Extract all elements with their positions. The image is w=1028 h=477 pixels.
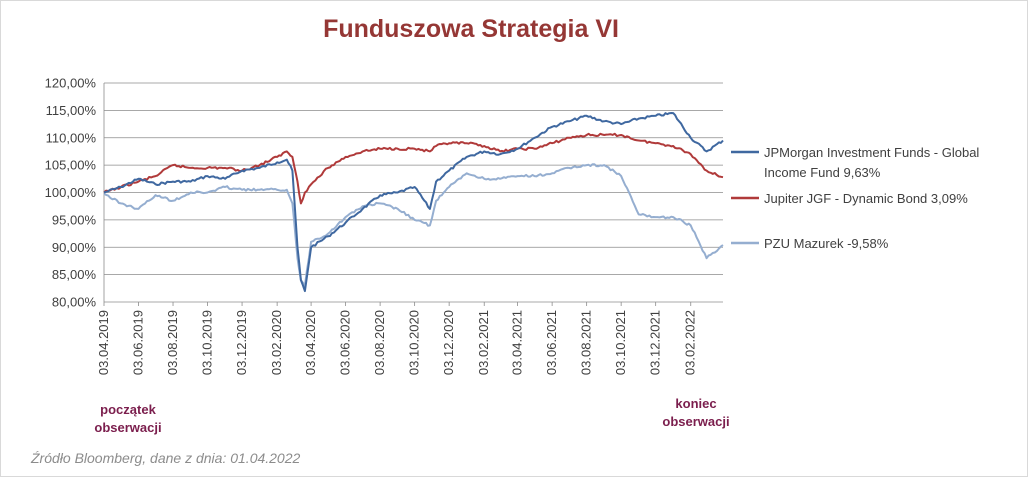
legend-label-pzu: PZU Mazurek -9,58% xyxy=(764,236,889,251)
x-tick-label: 03.04.2019 xyxy=(96,310,111,375)
x-tick-label: 03.08.2020 xyxy=(372,310,387,375)
x-tick-label: 03.12.2021 xyxy=(648,310,663,375)
legend-label-jupiter: Jupiter JGF - Dynamic Bond 3,09% xyxy=(764,191,968,206)
y-tick-label: 115,00% xyxy=(46,103,97,118)
legend-label-jpm-line1: JPMorgan Investment Funds - Global xyxy=(764,145,979,160)
start-annotation: początek obserwacji xyxy=(73,401,183,437)
x-tick-label: 03.04.2021 xyxy=(510,310,525,375)
chart-title: Funduszowa Strategia VI xyxy=(323,15,619,43)
x-tick-label: 03.06.2021 xyxy=(544,310,559,375)
x-tick-label: 03.02.2022 xyxy=(683,310,698,375)
x-tick-label: 03.06.2020 xyxy=(338,310,353,375)
x-tick-label: 03.10.2021 xyxy=(613,310,628,375)
source-note: Źródło Bloomberg, dane z dnia: 01.04.202… xyxy=(31,450,301,466)
x-tick-label: 03.06.2019 xyxy=(131,310,146,375)
y-tick-label: 120,00% xyxy=(45,76,97,91)
x-tick-label: 03.08.2019 xyxy=(165,310,180,375)
x-tick-label: 03.12.2019 xyxy=(234,310,249,375)
x-tick-label: 03.10.2019 xyxy=(200,310,215,375)
x-axis-ticks: 03.04.2019 03.06.2019 03.08.2019 03.10.2019… xyxy=(96,302,698,375)
legend-label-jpm-line2: Income Fund 9,63% xyxy=(764,165,881,180)
series-lines xyxy=(103,112,724,293)
y-tick-label: 85,00% xyxy=(52,267,97,282)
x-tick-label: 03.04.2020 xyxy=(303,310,318,375)
x-tick-label: 03.02.2021 xyxy=(476,310,491,375)
end-annotation-line2: obserwacji xyxy=(662,414,730,429)
y-tick-label: 100,00% xyxy=(45,185,97,200)
start-annotation-line2: obserwacji xyxy=(94,420,162,435)
y-tick-label: 90,00% xyxy=(52,240,97,255)
series-line-1 xyxy=(103,132,724,205)
y-tick-label: 80,00% xyxy=(52,295,97,310)
x-tick-label: 03.10.2020 xyxy=(407,310,422,375)
y-axis-ticks: 80,00% 85,00% 90,00% 95,00% 100,00% 105,00% 11… xyxy=(45,76,97,310)
series-line-0 xyxy=(103,112,724,293)
y-tick-label: 110,00% xyxy=(46,130,97,145)
legend: JPMorgan Investment Funds - Global Incom… xyxy=(731,145,979,251)
x-tick-label: 03.08.2021 xyxy=(579,310,594,375)
end-annotation-line1: koniec xyxy=(675,396,717,411)
series-line-2 xyxy=(103,163,724,287)
x-tick-label: 03.12.2020 xyxy=(441,310,456,375)
y-tick-label: 95,00% xyxy=(52,212,97,227)
end-annotation: koniec obserwacji xyxy=(641,395,751,431)
x-tick-label: 03.02.2020 xyxy=(269,310,284,375)
start-annotation-line1: początek xyxy=(100,402,156,417)
y-tick-label: 105,00% xyxy=(45,158,97,173)
